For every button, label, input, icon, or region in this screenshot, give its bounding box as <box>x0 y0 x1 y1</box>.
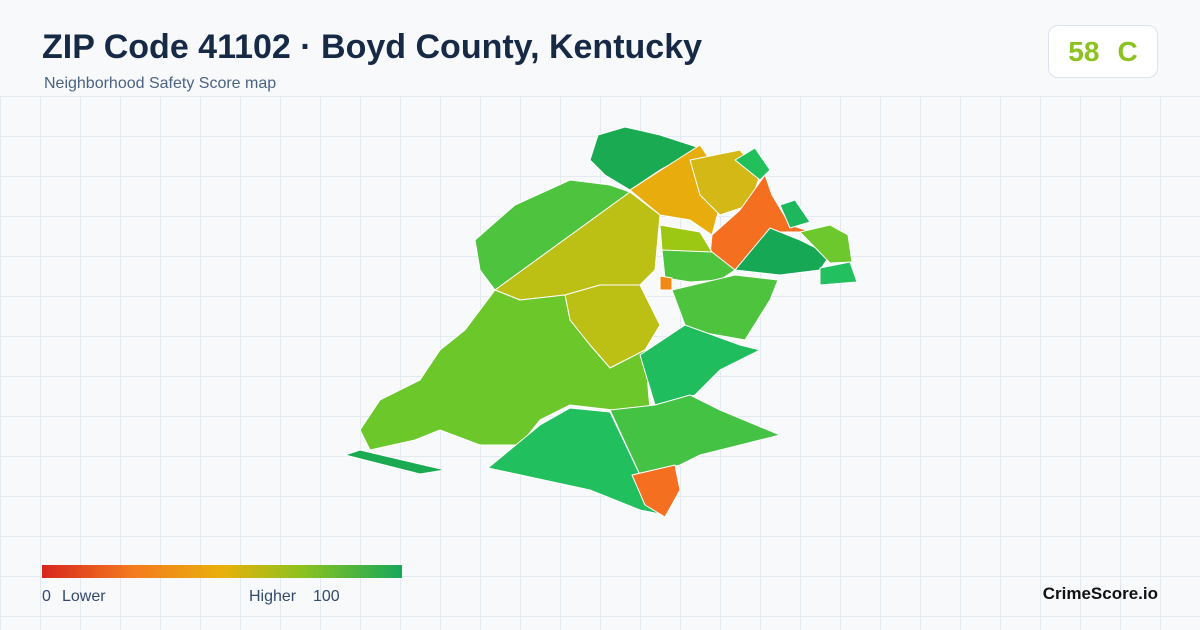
region <box>344 449 446 475</box>
title: ZIP Code 41102 · Boyd County, Kentucky <box>42 28 703 66</box>
zip-regions <box>344 126 858 518</box>
legend-max-label: Higher <box>249 588 297 605</box>
legend-min-label: Lower <box>62 588 106 605</box>
region <box>631 464 681 518</box>
brand: CrimeScore.io <box>1042 584 1158 603</box>
score-grade: C <box>1117 35 1138 67</box>
region <box>734 147 771 181</box>
subtitle: Neighborhood Safety Score map <box>44 75 277 92</box>
region <box>609 394 781 476</box>
region <box>819 261 858 286</box>
score-value: 58 <box>1068 35 1100 67</box>
legend-min: 0 <box>42 588 51 605</box>
region <box>589 126 701 191</box>
region <box>474 179 631 291</box>
legend-gradient <box>42 565 402 578</box>
region <box>779 199 811 229</box>
region <box>799 224 853 264</box>
score-badge: 58 C <box>1048 25 1158 78</box>
legend-max: 100 <box>313 588 340 605</box>
region <box>659 275 673 291</box>
